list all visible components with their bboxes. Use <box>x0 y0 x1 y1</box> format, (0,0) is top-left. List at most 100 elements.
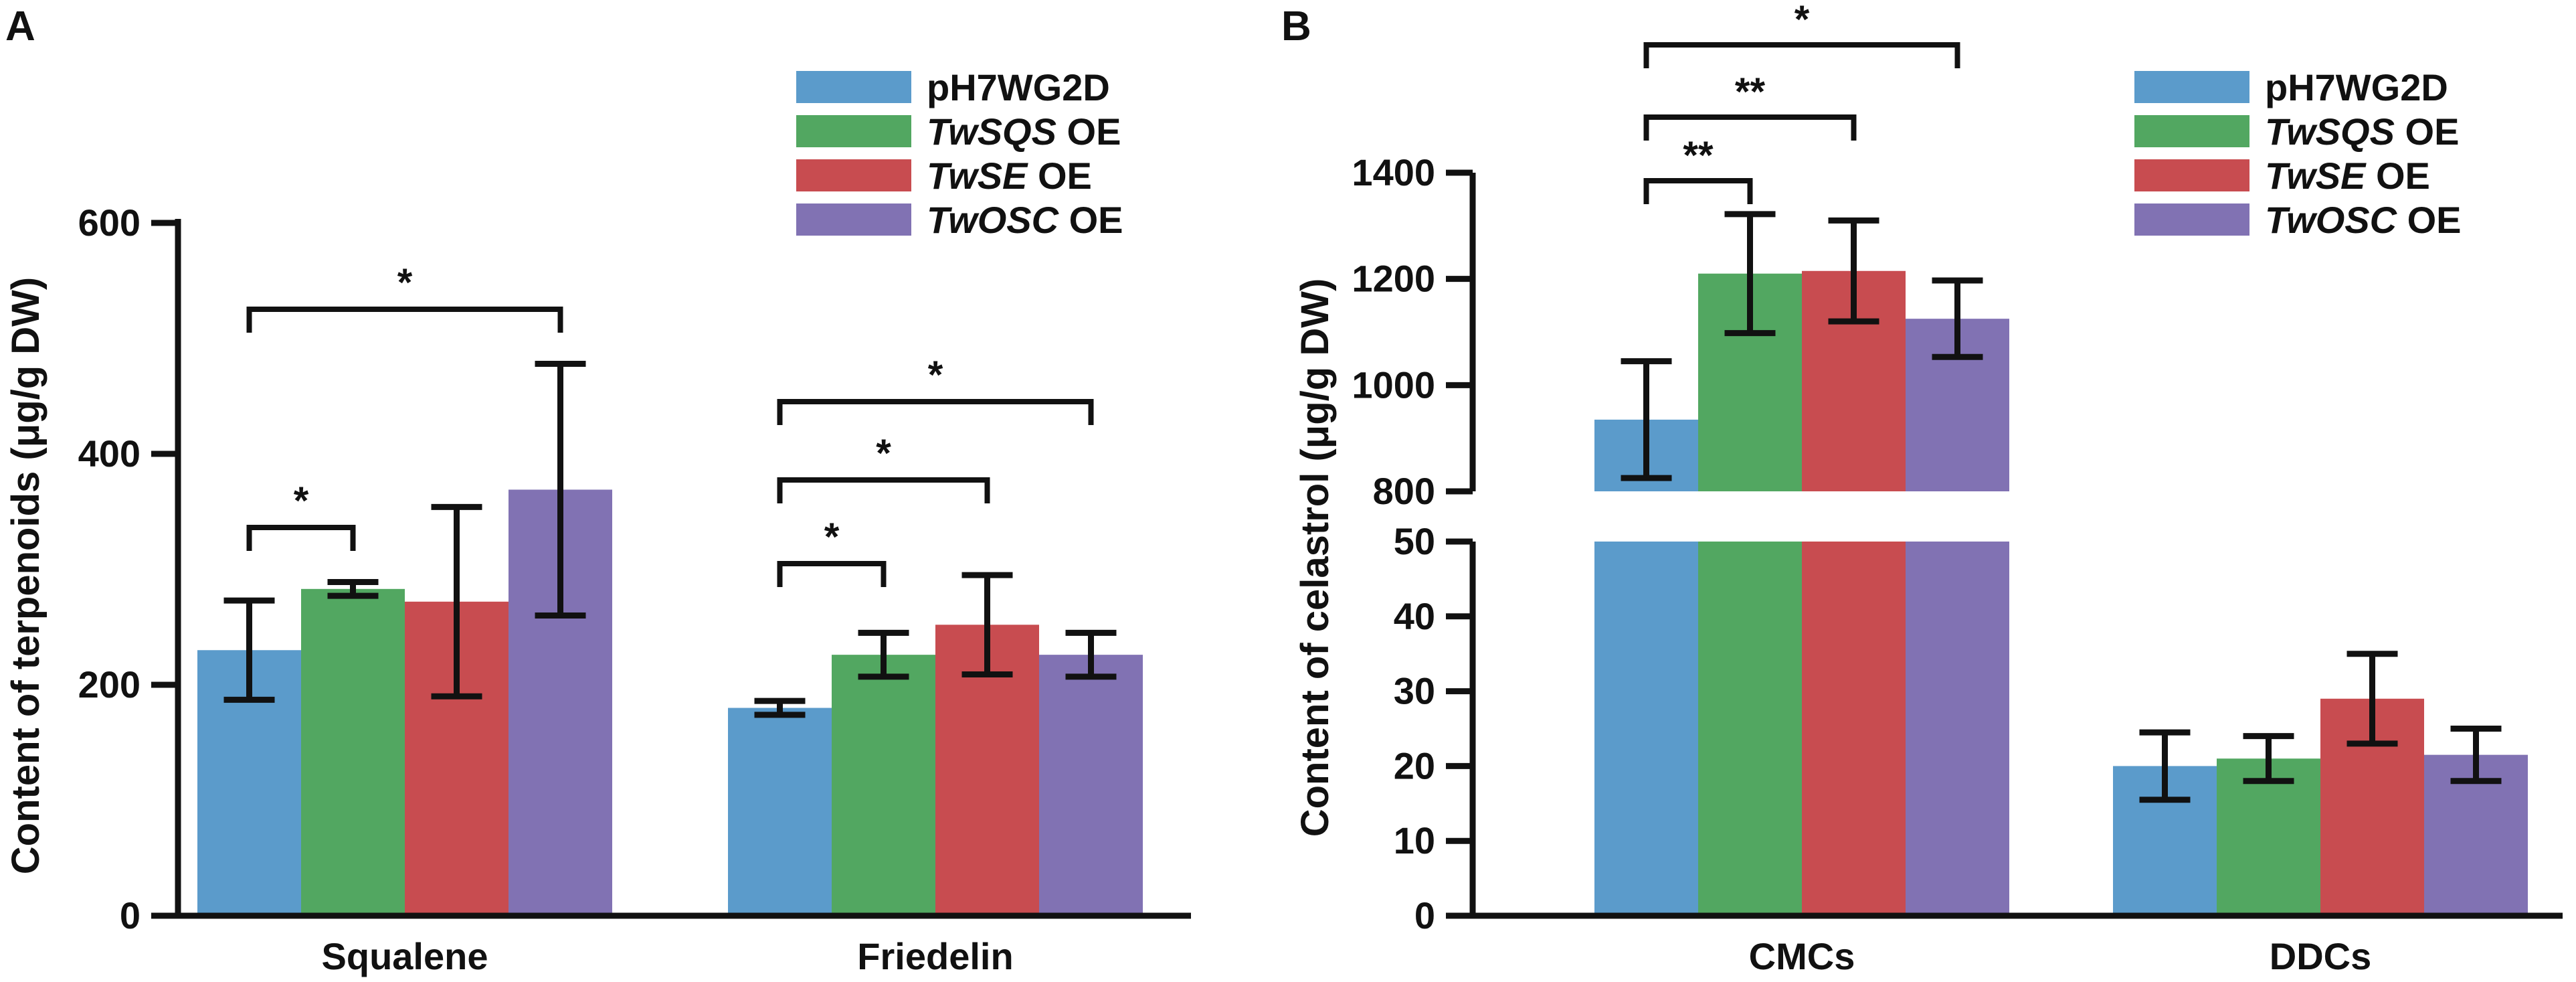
panel-a-legend-suffix: OE <box>1059 199 1123 241</box>
panel-b-legend-suffix: OE <box>2395 110 2459 153</box>
panel-b-y-ticks: 0 10 20 30 40 50 800 1000 1200 1400 <box>1352 151 1473 936</box>
panel-a-error-bar <box>858 629 909 680</box>
panel-a-legend-label: TwSQS OE <box>927 110 1121 153</box>
panel-a-error-bar <box>431 503 482 700</box>
panel-b-error-bar <box>1828 217 1879 325</box>
panel-a-y-axis-label: Content of terpenoids (μg/g DW) <box>4 277 48 874</box>
panel-a-error-bar <box>535 360 586 619</box>
panel-b-y-tick-label: 0 <box>1414 894 1435 936</box>
panel-a-error-bar <box>223 597 275 703</box>
panel-b-significance: ***** <box>1643 0 1960 204</box>
panel-a-chart: A Content of terpenoids (μg/g DW) 0 200 40… <box>4 3 1191 977</box>
panel-a-legend-gene-name: TwSE <box>927 155 1028 197</box>
panel-a-error-bar <box>961 572 1013 677</box>
panel-b-bars <box>1594 270 2528 916</box>
panel-b-y-tick-label: 30 <box>1394 670 1435 712</box>
panel-b-error-bar <box>2243 733 2294 785</box>
panel-a-legend-swatch <box>796 159 911 191</box>
panel-a-significance-label: * <box>397 261 413 305</box>
panel-a-bar <box>301 588 405 916</box>
panel-a-error-bar <box>1065 629 1117 680</box>
panel-a-y-tick-label: 0 <box>120 894 141 936</box>
panel-a-significance-bracket <box>246 525 356 551</box>
panel-b-legend-suffix: OE <box>2397 199 2461 241</box>
panel-a-legend-swatch <box>796 203 911 236</box>
panel-b-significance-label: ** <box>1735 70 1766 114</box>
panel-b-error-bar <box>1932 277 1983 360</box>
panel-b-y-tick-label: 1200 <box>1352 258 1435 300</box>
panel-a-significance-label: * <box>928 353 943 397</box>
panel-b-error-bar <box>2139 729 2191 803</box>
panel-b-significance-bracket <box>1643 178 1753 204</box>
panel-a-significance-bracket <box>246 307 563 333</box>
panel-b-error-bar <box>1724 211 1776 337</box>
panel-a-legend-label: TwOSC OE <box>927 199 1123 241</box>
panel-a-error-bar <box>754 698 806 718</box>
panel-a-legend-label: TwSE OE <box>927 155 1092 197</box>
panel-a-significance: * * * * * <box>246 261 1094 587</box>
panel-b-significance-label: * <box>1795 0 1810 42</box>
panel-b-legend-swatch <box>2134 115 2249 147</box>
panel-a-significance-bracket <box>777 477 990 503</box>
panel-a-legend-label: pH7WG2D <box>927 66 1110 108</box>
panel-a-category-labels: Squalene Friedelin <box>322 935 1014 977</box>
panel-b-significance-bracket <box>1643 42 1960 68</box>
panel-b-legend-label: TwSE OE <box>2265 155 2430 197</box>
panel-a-significance-label: * <box>294 479 309 523</box>
panel-a-y-tick-label: 400 <box>78 432 141 475</box>
panel-a-bars <box>197 489 1143 916</box>
panel-a-significance-label: * <box>824 515 840 559</box>
panel-b-label: B <box>1281 3 1311 50</box>
panel-a-error-bar <box>327 578 379 599</box>
panel-b-legend-swatch <box>2134 159 2249 191</box>
panel-a-significance-label: * <box>876 432 891 475</box>
panel-b-legend-gene-name: TwSQS <box>2265 110 2395 153</box>
panel-b-legend-gene-name: TwOSC <box>2265 199 2398 241</box>
panel-b-y-tick-label: 50 <box>1394 520 1435 562</box>
panel-a-label: A <box>5 3 35 50</box>
panel-a-y-tick-label: 200 <box>78 663 141 706</box>
panel-b-legend-swatch <box>2134 203 2249 236</box>
panel-b-y-tick-label: 1400 <box>1352 151 1435 193</box>
panel-b-bar-lower-segment <box>1802 542 1906 916</box>
panel-b-legend-label: TwSQS OE <box>2265 110 2459 153</box>
panel-b-y-tick-label: 20 <box>1394 744 1435 787</box>
panel-b-category-label: DDCs <box>2270 935 2371 977</box>
panel-a-category-label: Squalene <box>322 935 488 977</box>
panel-a-legend-swatch <box>796 115 911 147</box>
panel-b-bar <box>2217 758 2320 916</box>
panel-a-legend-suffix: OE <box>1027 155 1091 197</box>
panel-a-legend-gene-name: TwSQS <box>927 110 1056 153</box>
panel-b-bar-lower-segment <box>1594 542 1698 916</box>
panel-a-legend-swatch <box>796 71 911 103</box>
panel-b-category-label: CMCs <box>1749 935 1855 977</box>
panel-b-error-bar <box>2347 651 2398 747</box>
panel-a-y-tick-label: 600 <box>78 201 141 244</box>
panel-b-bar-lower-segment <box>1698 542 1802 916</box>
panel-a-y-ticks: 0 200 400 600 <box>78 201 178 936</box>
panel-b-y-tick-label: 40 <box>1394 595 1435 637</box>
panel-a-bar <box>1039 655 1143 916</box>
panel-a-bar <box>832 655 935 916</box>
panel-a-significance-bracket <box>777 399 1094 425</box>
panel-b-legend-label: TwOSC OE <box>2265 199 2462 241</box>
panel-b-error-bar <box>1621 358 1672 481</box>
panel-b-legend-swatch <box>2134 71 2249 103</box>
panel-b-significance-label: ** <box>1683 134 1714 177</box>
panel-b-error-bar <box>2450 726 2502 785</box>
panel-b-legend-gene-name: TwSE <box>2265 155 2367 197</box>
panel-a-category-label: Friedelin <box>857 935 1013 977</box>
panel-a-legend-suffix: OE <box>1056 110 1121 153</box>
panel-b-chart: B Content of celastrol (μg/g DW) 0 10 20 30… <box>1281 0 2563 977</box>
panel-a-significance-bracket <box>777 561 887 587</box>
panel-b-bar-lower-segment <box>1906 542 2009 916</box>
panel-b-y-axis-label: Content of celastrol (μg/g DW) <box>1293 278 1337 837</box>
panel-b-y-tick-label: 1000 <box>1352 363 1435 406</box>
panel-a-bar <box>728 708 832 916</box>
panel-b-y-tick-label: 800 <box>1373 470 1435 512</box>
panel-b-error-bars <box>1621 211 2502 803</box>
panel-b-category-labels: CMCs DDCs <box>1749 935 2372 977</box>
